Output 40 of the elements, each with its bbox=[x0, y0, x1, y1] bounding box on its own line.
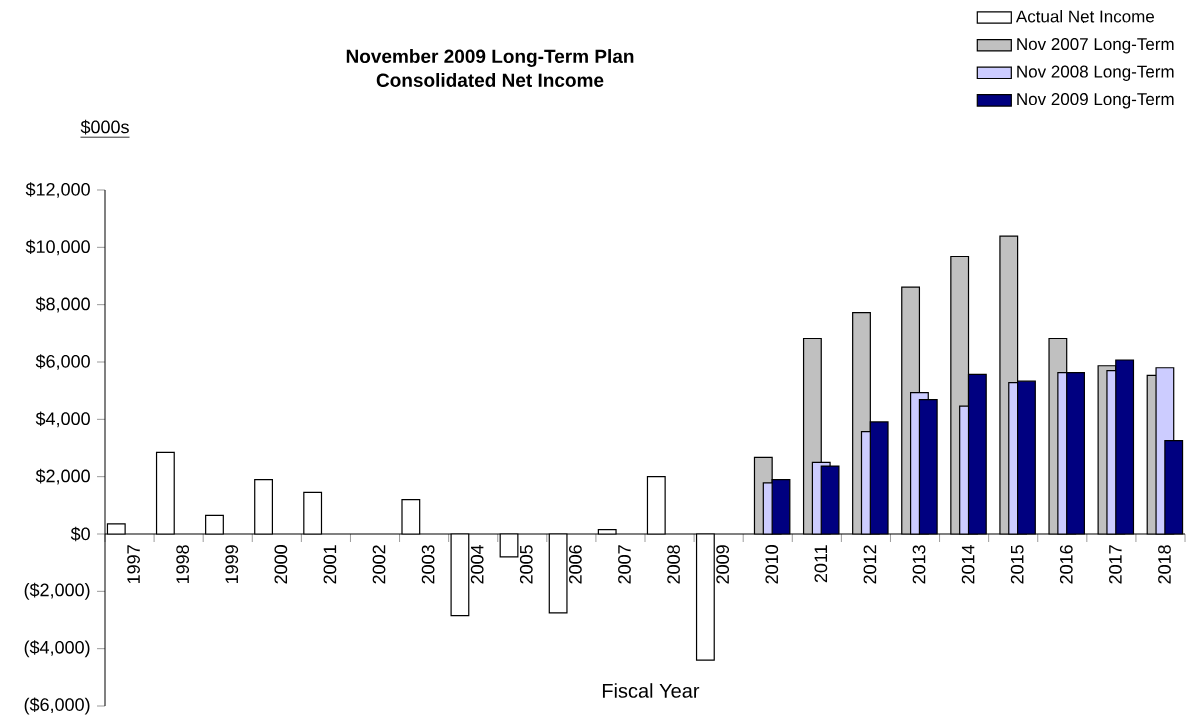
x-tick-label: 2007 bbox=[618, 545, 631, 584]
x-tick-label: 2015 bbox=[1010, 545, 1024, 584]
x-tick-label: 2002 bbox=[372, 545, 386, 584]
x-tick-label: 2013 bbox=[912, 545, 926, 584]
x-tick-label: 2017 bbox=[1109, 545, 1122, 584]
y-tick-label: ($4,000) bbox=[24, 640, 90, 658]
x-tick-label: 2004 bbox=[470, 544, 484, 584]
x-tick-label: 2005 bbox=[519, 545, 533, 584]
x-tick-label: 2009 bbox=[716, 545, 730, 584]
legend-label: Nov 2007 Long-Term bbox=[1017, 38, 1174, 54]
y-tick-label: ($6,000) bbox=[24, 697, 90, 715]
y-tick-label: $2,000 bbox=[35, 468, 90, 485]
y-tick-label: $8,000 bbox=[35, 296, 90, 313]
legend-label: Actual Net Income bbox=[1015, 10, 1154, 23]
x-tick-label: 2010 bbox=[765, 545, 779, 584]
chart-title: November 2009 Long-Term Plan bbox=[346, 49, 634, 67]
x-tick-label: 1998 bbox=[176, 545, 190, 584]
x-tick-label: 2003 bbox=[421, 545, 435, 584]
x-tick-label: 2001 bbox=[323, 545, 337, 584]
x-tick-label: 2018 bbox=[1158, 545, 1171, 584]
x-tick-label: 2016 bbox=[1059, 545, 1073, 584]
x-tick-label: 1999 bbox=[225, 545, 239, 584]
x-tick-label: 2011 bbox=[814, 545, 828, 583]
y-tick-label: $10,000 bbox=[25, 239, 90, 256]
legend-label: Nov 2008 Long-Term bbox=[1017, 65, 1174, 81]
y-tick-label: ($2,000) bbox=[24, 582, 90, 600]
x-tick-label: 2008 bbox=[667, 545, 680, 584]
x-tick-label: 2012 bbox=[863, 545, 877, 584]
x-tick-label: 2014 bbox=[961, 544, 975, 584]
x-tick-label: 1997 bbox=[127, 545, 140, 584]
x-axis-title: Fiscal Year bbox=[602, 683, 700, 698]
chart-subtitle: Consolidated Net Income bbox=[376, 73, 604, 87]
x-tick-label: 2000 bbox=[274, 545, 288, 584]
y-tick-label: $12,000 bbox=[25, 182, 90, 198]
x-tick-label: 2006 bbox=[569, 545, 582, 584]
legend-label: Nov 2009 Long-Term bbox=[1017, 93, 1174, 109]
y-tick-label: $0 bbox=[70, 526, 90, 542]
y-axis-title: $000s bbox=[80, 119, 129, 135]
y-tick-label: $6,000 bbox=[35, 354, 90, 370]
y-tick-label: $4,000 bbox=[35, 411, 90, 428]
